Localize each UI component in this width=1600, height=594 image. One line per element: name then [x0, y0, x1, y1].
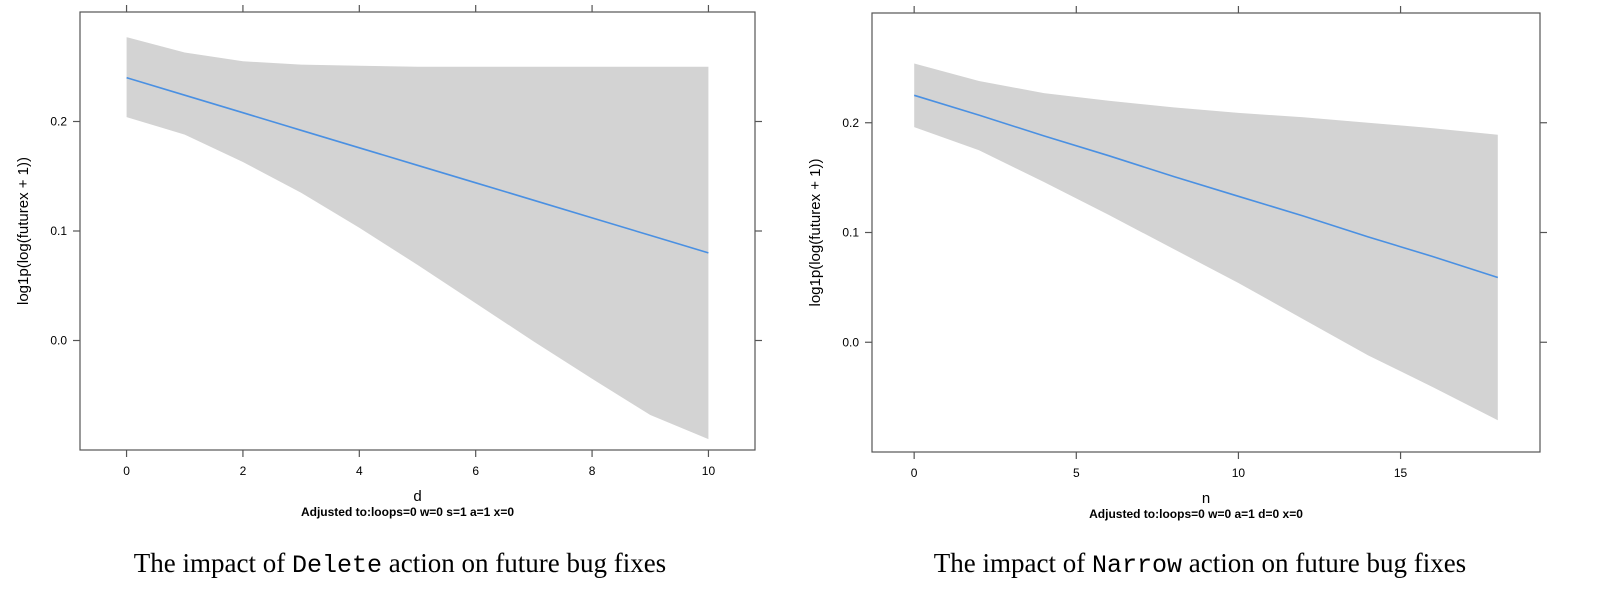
y-tick-label: 0.1	[50, 224, 67, 238]
confidence-band	[914, 63, 1498, 421]
x-tick-label: 8	[589, 464, 596, 478]
x-tick-label: 6	[472, 464, 479, 478]
x-tick-label: 0	[911, 466, 918, 480]
y-tick-label: 0.2	[842, 116, 859, 130]
adjusted-subtitle: Adjusted to:loops=0 w=0 a=1 d=0 x=0	[1089, 507, 1303, 521]
x-tick-label: 15	[1394, 466, 1408, 480]
fit-line	[126, 76, 709, 254]
caption-prefix: The impact of	[133, 548, 292, 578]
chart-panel-narrow: 0 5 10 15 0.0 0.1 0.2 n log1p(log(futurex + 1)) A…	[800, 0, 1600, 594]
fit-line	[913, 94, 1499, 279]
y-tick-label: 0.0	[842, 335, 859, 349]
x-tick-label: 10	[702, 464, 716, 478]
caption-code: Delete	[292, 551, 383, 580]
chart-delete: 0 2 4 6 8 10 0.0 0.1 0.2 d log1p(log(futurex + 1))…	[15, 5, 762, 519]
y-tick-label: 0.2	[50, 115, 67, 129]
figure-caption-delete: The impact of Delete action on future bu…	[0, 548, 800, 580]
y-axis-label: log1p(log(futurex + 1))	[15, 157, 32, 305]
x-tick-label: 10	[1232, 466, 1246, 480]
y-tick-label: 0.1	[842, 226, 859, 240]
caption-suffix: action on future bug fixes	[1182, 548, 1467, 578]
caption-prefix: The impact of	[933, 548, 1092, 578]
x-tick-label: 2	[240, 464, 247, 478]
confidence-band	[126, 37, 709, 440]
caption-code: Narrow	[1092, 551, 1183, 580]
y-axis-label: log1p(log(futurex + 1))	[807, 159, 824, 307]
x-tick-label: 4	[356, 464, 363, 478]
x-axis-label: n	[1202, 490, 1210, 507]
chart-panel-delete: 0 2 4 6 8 10 0.0 0.1 0.2 d log1p(log(futurex + 1))…	[0, 5, 800, 580]
x-tick-label: 5	[1073, 466, 1080, 480]
x-tick-label: 0	[123, 464, 130, 478]
adjusted-subtitle: Adjusted to:loops=0 w=0 s=1 a=1 x=0	[301, 505, 514, 519]
figure-caption-narrow: The impact of Narrow action on future bu…	[800, 548, 1600, 580]
chart-narrow: 0 5 10 15 0.0 0.1 0.2 n log1p(log(futurex + 1)) A…	[807, 6, 1547, 521]
x-axis-label: d	[413, 488, 421, 505]
caption-suffix: action on future bug fixes	[382, 548, 667, 578]
y-tick-label: 0.0	[50, 334, 67, 348]
